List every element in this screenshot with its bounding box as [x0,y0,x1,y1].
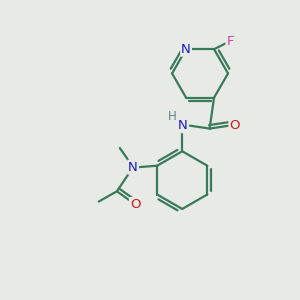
Text: N: N [181,43,191,56]
Text: N: N [128,161,138,174]
Text: H: H [168,110,177,123]
Text: O: O [230,119,240,132]
Text: N: N [177,119,187,132]
Text: O: O [130,198,140,211]
Text: F: F [226,35,234,48]
